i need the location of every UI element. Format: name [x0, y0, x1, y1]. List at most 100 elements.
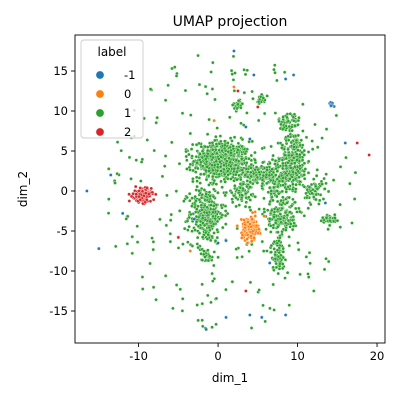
scatter-point-label-0 [262, 214, 266, 218]
scatter-point-label-1 [281, 183, 285, 187]
scatter-point-label-1 [215, 168, 220, 173]
scatter-point-label-1 [230, 190, 234, 195]
scatter-point-label-1 [230, 280, 235, 284]
scatter-point-label-0 [232, 85, 236, 89]
scatter-point-label-1 [151, 285, 156, 290]
scatter-point-label-1 [215, 126, 219, 130]
scatter-point-label-1 [287, 303, 292, 307]
scatter-point-label-1 [207, 169, 211, 173]
scatter-point-label-1 [290, 227, 295, 232]
scatter-point-label-1 [283, 171, 288, 176]
scatter-point-label-1 [218, 134, 223, 138]
scatter-point-label-1 [239, 121, 243, 126]
scatter-point-label-1 [288, 210, 292, 214]
scatter-point-label-0 [248, 222, 252, 226]
scatter-point-label-1 [208, 219, 212, 224]
scatter-point-label-1 [211, 210, 215, 215]
x-axis-ticks: -10 0 10 20 [129, 343, 384, 363]
y-tick-label: 0 [61, 184, 68, 198]
scatter-point-label-1 [251, 181, 255, 186]
scatter-point-label-0 [240, 233, 245, 238]
scatter-point-label-1 [269, 243, 274, 248]
scatter-point-label-1 [235, 255, 239, 260]
scatter-point-label-1 [217, 141, 222, 146]
scatter-point-label-1 [195, 179, 199, 183]
scatter-point-label-1 [295, 152, 299, 156]
scatter-point-label-1 [312, 289, 316, 293]
scatter-point-label-0 [249, 239, 254, 243]
scatter-point-label-1 [165, 193, 169, 198]
scatter-point-label-1 [190, 229, 194, 233]
scatter-point-label-1 [265, 94, 269, 98]
scatter-point-label-1 [191, 179, 195, 184]
scatter-point-label-1 [271, 153, 275, 158]
scatter-point-label-1 [241, 186, 245, 191]
scatter-point-label-1 [286, 138, 291, 142]
scatter-point-label-1 [291, 224, 296, 228]
scatter-point-label--1 [244, 125, 248, 129]
scatter-point-label-1 [135, 224, 140, 228]
scatter-point-label-1 [185, 219, 190, 223]
scatter-point-label-1 [223, 213, 228, 218]
scatter-point-label-1 [240, 255, 244, 259]
scatter-point-label-1 [215, 235, 220, 240]
scatter-point-label-1 [290, 124, 294, 129]
scatter-point-label-0 [257, 227, 261, 232]
scatter-point-label-1 [204, 177, 209, 182]
scatter-point-label-1 [113, 181, 117, 185]
scatter-point-label-1 [277, 179, 282, 183]
scatter-point-label-1 [248, 198, 253, 202]
scatter-point-label-1 [190, 142, 195, 147]
scatter-point-label-1 [193, 228, 197, 232]
scatter-point-label-1 [212, 231, 216, 235]
scatter-point-label-1 [216, 190, 220, 195]
scatter-point-label-1 [187, 215, 191, 220]
scatter-point-label-2 [127, 192, 131, 197]
scatter-point-label-1 [314, 192, 319, 197]
scatter-point-label-1 [285, 213, 290, 217]
scatter-point-label-1 [227, 156, 231, 161]
scatter-point-label-1 [307, 185, 312, 189]
scatter-point-label-0 [249, 234, 253, 238]
scatter-point-label-1 [201, 252, 206, 257]
scatter-point-label-1 [207, 225, 211, 230]
scatter-point-label-1 [279, 202, 284, 207]
scatter-point-label-1 [272, 67, 276, 72]
scatter-point-label-1 [219, 179, 223, 184]
scatter-point-label-1 [269, 250, 273, 254]
scatter-point-label--1 [216, 241, 220, 245]
scatter-point-label-1 [272, 268, 276, 272]
scatter-point-label-1 [222, 172, 227, 177]
scatter-point-label-1 [194, 214, 199, 219]
scatter-point-label-1 [217, 172, 222, 177]
scatter-point-label-1 [196, 245, 200, 250]
scatter-point-label-1 [135, 240, 140, 244]
scatter-point-label-1 [240, 156, 244, 161]
scatter-point-label-1 [249, 166, 253, 170]
scatter-point-label-1 [202, 223, 207, 228]
scatter-point-label-1 [289, 204, 294, 208]
scatter-point-label-1 [287, 243, 292, 248]
scatter-point-label-1 [300, 158, 305, 162]
scatter-point-label-1 [287, 195, 291, 200]
scatter-point-label-1 [214, 159, 219, 164]
scatter-point-label-1 [320, 136, 324, 140]
scatter-point-label-1 [291, 214, 296, 219]
scatter-point-label-1 [275, 78, 279, 83]
scatter-point-label-0 [235, 224, 240, 228]
scatter-point-label-1 [222, 163, 226, 167]
scatter-point-label-1 [200, 324, 205, 329]
scatter-point-label-0 [250, 210, 255, 215]
scatter-point-label-1 [232, 135, 237, 140]
scatter-point-label-1 [195, 160, 199, 165]
scatter-point-label-1 [119, 148, 123, 153]
scatter-point-label-1 [215, 165, 220, 169]
scatter-point-label-1 [210, 140, 215, 145]
scatter-point-label-1 [326, 189, 331, 194]
scatter-point-label--1 [252, 73, 256, 77]
scatter-point-label-1 [297, 115, 301, 120]
scatter-point-label-1 [273, 111, 278, 115]
scatter-point-label-1 [304, 135, 309, 140]
scatter-point-label-0 [245, 241, 250, 245]
scatter-point-label-1 [200, 282, 204, 287]
